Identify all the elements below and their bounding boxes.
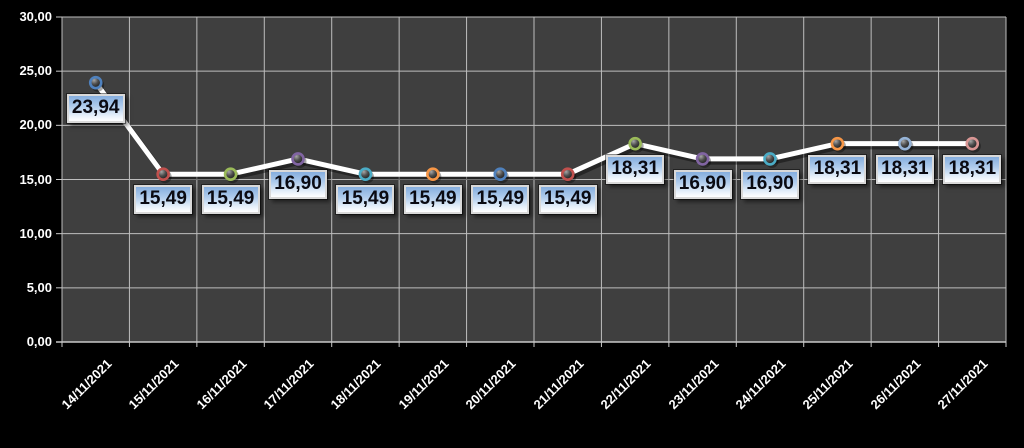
data-label: 23,94 xyxy=(66,93,125,123)
y-axis-label: 15,00 xyxy=(19,171,52,187)
data-label: 18,31 xyxy=(875,154,934,184)
data-point-marker xyxy=(830,136,845,151)
y-axis-label: 25,00 xyxy=(19,63,52,79)
y-axis-label: 0,00 xyxy=(26,334,52,349)
y-axis-label: 5,00 xyxy=(26,279,52,295)
data-label: 15,49 xyxy=(201,185,260,215)
y-axis-label: 30,00 xyxy=(19,9,52,24)
data-point-marker xyxy=(223,167,238,181)
data-label: 15,49 xyxy=(471,185,530,215)
data-point-marker xyxy=(763,152,777,166)
data-point-marker xyxy=(560,167,575,181)
data-point-marker xyxy=(291,152,305,166)
series-line xyxy=(93,80,975,177)
data-label: 15,49 xyxy=(336,185,395,215)
data-point-marker xyxy=(493,167,508,181)
data-label: 15,49 xyxy=(538,185,597,215)
data-point-marker xyxy=(156,167,170,181)
data-point-marker xyxy=(628,136,642,151)
data-label: 18,31 xyxy=(808,154,867,184)
data-label: 16,90 xyxy=(673,169,732,199)
y-axis-label: 20,00 xyxy=(19,117,52,133)
data-point-marker xyxy=(88,75,103,90)
data-point-marker xyxy=(965,136,980,151)
data-label: 16,90 xyxy=(741,169,799,199)
data-point-marker xyxy=(898,136,912,151)
data-label: 15,49 xyxy=(134,185,193,215)
y-axis-label: 10,00 xyxy=(19,225,52,241)
data-point-marker xyxy=(426,167,440,181)
data-label: 16,90 xyxy=(269,169,327,199)
data-label: 15,49 xyxy=(403,185,462,215)
data-label: 18,31 xyxy=(943,154,1002,184)
data-point-marker xyxy=(358,167,373,181)
data-label: 18,31 xyxy=(606,154,665,184)
series-line-shadow xyxy=(95,82,978,180)
data-point-marker xyxy=(695,152,710,166)
